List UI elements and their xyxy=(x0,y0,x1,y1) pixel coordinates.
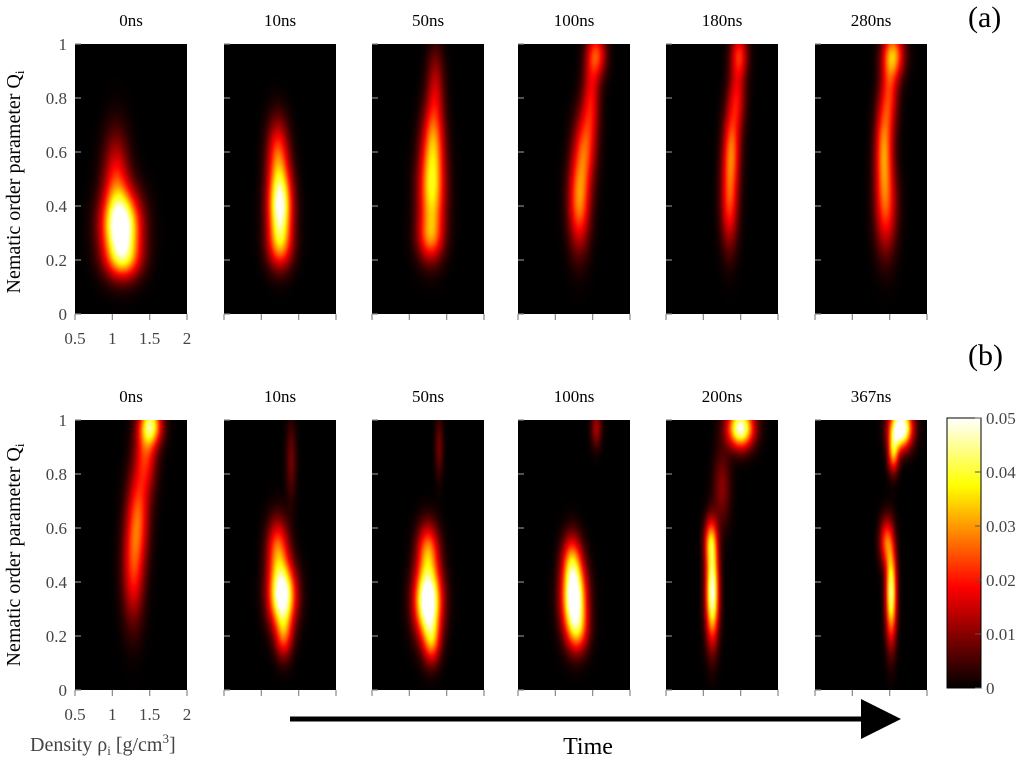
colorbar-tick-label: 0.05 xyxy=(986,409,1016,428)
y-tick-label: 1 xyxy=(59,35,68,54)
frame-title: 0ns xyxy=(119,387,143,406)
frame-title: 367ns xyxy=(851,387,892,406)
frame-title: 100ns xyxy=(554,387,595,406)
heatmap-image xyxy=(372,420,484,690)
x-tick-label: 0.5 xyxy=(64,329,85,348)
ylabel-a: Nematic order parameter Qi xyxy=(3,70,27,293)
frame-title: 50ns xyxy=(412,387,444,406)
y-tick-label: 0.4 xyxy=(46,197,68,216)
heatmap-image xyxy=(224,420,336,690)
x-tick-label: 2 xyxy=(183,329,192,348)
frame-title: 100ns xyxy=(554,11,595,30)
heatmap-image xyxy=(666,420,778,690)
frame-title: 180ns xyxy=(702,11,743,30)
x-tick-label: 0.5 xyxy=(64,705,85,724)
colorbar-tick-label: 0.04 xyxy=(986,463,1016,482)
heatmap-image xyxy=(75,420,187,690)
y-tick-label: 0 xyxy=(59,305,68,324)
time-label: Time xyxy=(563,734,613,760)
frame-title: 50ns xyxy=(412,11,444,30)
heatmap-a-100ns: 100ns xyxy=(517,11,631,320)
x-tick-label: 1 xyxy=(108,329,117,348)
heatmap-b-200ns: 200ns xyxy=(665,387,779,696)
x-tick-label: 1.5 xyxy=(139,705,160,724)
panel-label-a: (a) xyxy=(968,1,1001,34)
heatmap-a-0ns: 0ns 0 0.2 0.4 0.6 0.8 1 0.5 1 1.5 2 xyxy=(46,11,192,348)
heatmap-image xyxy=(815,44,927,314)
frame-title: 10ns xyxy=(264,11,296,30)
frame-title: 280ns xyxy=(851,11,892,30)
heatmap-a-10ns: 10ns xyxy=(223,11,337,320)
heatmap-b-50ns: 50ns xyxy=(371,387,485,696)
heatmap-image xyxy=(666,44,778,314)
colorbar: 0 0.01 0.02 0.03 0.04 0.05 xyxy=(946,409,1016,698)
y-tick-label: 0.2 xyxy=(46,627,67,646)
colorbar-tick-label: 0.03 xyxy=(986,517,1016,536)
colorbar-gradient xyxy=(946,417,982,689)
y-tick-label: 1 xyxy=(59,411,68,430)
heatmap-b-367ns: 367ns xyxy=(814,387,928,696)
colorbar-tick-label: 0.02 xyxy=(986,571,1016,590)
y-tick-label: 0.6 xyxy=(46,143,67,162)
heatmap-image xyxy=(518,44,630,314)
panel-label-b: (b) xyxy=(968,339,1003,372)
y-tick-label: 0.8 xyxy=(46,89,67,108)
heatmap-image xyxy=(518,420,630,690)
x-tick-label: 2 xyxy=(183,705,192,724)
heatmap-b-100ns: 100ns xyxy=(517,387,631,696)
heatmap-image xyxy=(372,44,484,314)
colorbar-tick-label: 0.01 xyxy=(986,625,1016,644)
y-tick-label: 0.8 xyxy=(46,465,67,484)
heatmap-image xyxy=(75,44,187,314)
frame-title: 200ns xyxy=(702,387,743,406)
ylabel-b: Nematic order parameter Qi xyxy=(3,443,27,666)
heatmap-a-50ns: 50ns xyxy=(371,11,485,320)
heatmap-image xyxy=(815,420,927,690)
colorbar-tick-label: 0 xyxy=(986,679,995,698)
heatmap-b-0ns: 0ns 0 0.2 0.4 0.6 0.8 1 0.5 1 1.5 2 xyxy=(46,387,192,724)
frame-title: 0ns xyxy=(119,11,143,30)
frame-title: 10ns xyxy=(264,387,296,406)
y-tick-label: 0.2 xyxy=(46,251,67,270)
y-tick-label: 0.6 xyxy=(46,519,67,538)
y-tick-label: 0.4 xyxy=(46,573,68,592)
x-tick-label: 1 xyxy=(108,705,117,724)
xlabel: Density ρi [g/cm3] xyxy=(30,731,176,758)
heatmap-image xyxy=(224,44,336,314)
heatmap-b-10ns: 10ns xyxy=(223,387,337,696)
heatmap-a-180ns: 180ns xyxy=(665,11,779,320)
heatmap-a-280ns: 280ns xyxy=(814,11,928,320)
colorbar-ticks: 0 0.01 0.02 0.03 0.04 0.05 xyxy=(975,409,1016,698)
x-tick-label: 1.5 xyxy=(139,329,160,348)
y-tick-label: 0 xyxy=(59,681,68,700)
